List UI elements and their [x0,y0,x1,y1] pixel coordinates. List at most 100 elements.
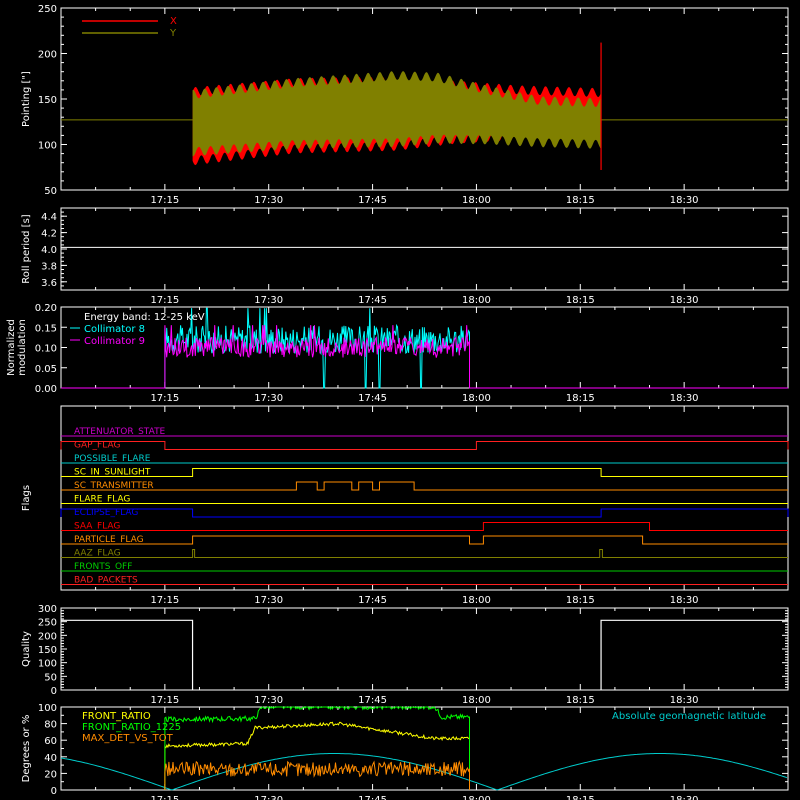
modulation-energy-band: Energy band: 12-25 keV [84,312,205,323]
modulation-y-label-1: Normalized [6,319,17,376]
quality-y-tick-label-1: 50 [44,672,57,683]
quality-x-tick-label-2: 17:45 [358,695,387,706]
modulation-y-tick-label-0: 0.00 [35,384,57,395]
flags-x-tick-label-4: 18:15 [566,595,595,606]
flag-label-fronts_off: FRONTS_OFF [74,562,132,572]
modulation-x-tick-label-4: 18:15 [566,393,595,404]
ratios-legend-front_ratio: FRONT_RATIO [82,711,151,722]
flags-x-tick-label-3: 18:00 [462,595,491,606]
pointing-y-tick-label-4: 250 [38,4,57,15]
roll-y-tick-label-3: 4.2 [41,229,57,240]
quality-y-tick-label-0: 0 [51,686,57,697]
quality-x-tick-label-1: 17:30 [254,695,283,706]
modulation-legend-1: Collimator 8 [84,324,145,335]
roll-axes-frame [60,207,789,291]
ratios-latitude-label: Absolute geomagnetic latitude [612,711,766,722]
ratios-y-tick-label-1: 20 [44,769,57,780]
pointing-legend-label-X: X [170,16,177,27]
pointing-x-tick-label-3: 18:00 [462,195,491,206]
flags-x-tick-label-5: 18:30 [670,595,699,606]
ratios-x-tick-label-4: 18:15 [566,795,595,800]
modulation-y-tick-label-4: 0.20 [35,303,57,314]
roll-x-tick-label-3: 18:00 [462,295,491,306]
modulation-legend-2: Collimator 9 [84,336,145,347]
quality-series-segment-2 [600,619,788,690]
quality-x-tick-label-4: 18:15 [566,695,595,706]
flag-label-possible_flare: POSSIBLE_FLARE [74,454,151,464]
ratios-y-tick-label-0: 0 [51,786,57,797]
pointing-x-tick-label-4: 18:15 [566,195,595,206]
flag-label-aaz_flag: AAZ_FLAG [74,549,121,559]
ratios-legend-front_ratio_1225: FRONT_RATIO_1225 [82,722,181,733]
ratios-legend-max_det_vs_tot: MAX_DET_VS_TOT [82,733,174,744]
roll-x-tick-label-0: 17:15 [150,295,179,306]
flag-label-saa_flag: SAA_FLAG [74,522,120,532]
flags-x-tick-label-0: 17:15 [150,595,179,606]
pointing-y-tick-label-2: 150 [38,95,57,106]
pointing-y-tick-label-1: 100 [38,141,57,152]
ratios-x-tick-label-1: 17:30 [254,795,283,800]
pointing-legend-label-Y: Y [169,28,177,39]
flag-line-aaz_flag [61,549,788,558]
roll-x-tick-label-4: 18:15 [566,295,595,306]
pointing-x-tick-label-2: 17:45 [358,195,387,206]
modulation-y-label-2: modulation [17,319,28,376]
flags-y-label: Flags [21,485,32,511]
flag-label-eclipse_flag: ECLIPSE_FLAG [74,508,138,518]
quality-y-tick-label-3: 150 [38,645,57,656]
flag-line-gap_flag [60,441,789,450]
ratios-y-tick-label-5: 100 [38,703,57,714]
quality-x-tick-label-5: 18:30 [670,695,699,706]
modulation-x-tick-label-5: 18:30 [670,393,699,404]
quality-y-tick-label-6: 300 [38,604,57,615]
flags-x-tick-label-2: 17:45 [358,595,387,606]
flag-line-sc_in_sunlight [61,468,788,477]
roll-x-tick-label-2: 17:45 [358,295,387,306]
quality-y-tick-label-4: 200 [38,631,57,642]
ratios-y-label: Degrees or % [21,715,32,783]
pointing-y-series [192,71,602,157]
roll-y-label: Roll period [s] [21,214,32,283]
flag-label-bad_packets: BAD_PACKETS [74,576,138,586]
flag-line-sc_transmitter [61,481,788,491]
roll-y-tick-label-0: 3.6 [41,278,57,289]
quality-x-tick-label-0: 17:15 [150,695,179,706]
modulation-series-collimator-9 [61,325,788,389]
flag-line-eclipse_flag [60,508,789,518]
roll-x-tick-label-5: 18:30 [670,295,699,306]
flag-label-attenuator_state: ATTENUATOR_STATE [74,427,166,437]
flag-label-flare_flag: FLARE_FLAG [74,495,130,505]
flag-label-sc_transmitter: SC_TRANSMITTER [74,481,154,491]
ratios-x-tick-label-5: 18:30 [670,795,699,800]
quality-y-label: Quality [21,631,32,667]
modulation-y-tick-label-1: 0.05 [35,364,57,375]
flag-label-gap_flag: GAP_FLAG [74,441,120,451]
modulation-y-tick-label-2: 0.10 [35,344,57,355]
ratios-x-tick-label-2: 17:45 [358,795,387,800]
quality-y-tick-label-2: 100 [38,659,57,670]
pointing-x-tick-label-0: 17:15 [150,195,179,206]
flags-x-tick-label-1: 17:30 [254,595,283,606]
quality-y-tick-label-5: 250 [38,618,57,629]
pointing-y-label: Pointing ["] [21,71,32,127]
pointing-x-tick-label-1: 17:30 [254,195,283,206]
flag-line-particle_flag [61,535,788,545]
ratios-series-front_ratio_1225 [164,705,470,790]
ratios-y-tick-label-3: 60 [44,736,57,747]
ratios-latitude-curve [60,753,788,791]
pointing-y-tick-label-3: 200 [38,50,57,61]
roll-y-tick-label-2: 4.0 [41,245,57,256]
modulation-x-tick-label-3: 18:00 [462,393,491,404]
quality-x-tick-label-3: 18:00 [462,695,491,706]
modulation-x-tick-label-1: 17:30 [254,393,283,404]
ratios-series-max_det_vs_tot [164,760,470,790]
flags-axes-frame [60,405,789,591]
ratios-y-tick-label-2: 40 [44,753,57,764]
modulation-x-tick-label-2: 17:45 [358,393,387,404]
ratios-x-tick-label-0: 17:15 [150,795,179,800]
modulation-y-tick-label-3: 0.15 [35,323,57,334]
flag-label-sc_in_sunlight: SC_IN_SUNLIGHT [74,468,151,478]
quality-series-segment-1 [61,619,194,690]
roll-y-tick-label-1: 3.8 [41,261,57,272]
